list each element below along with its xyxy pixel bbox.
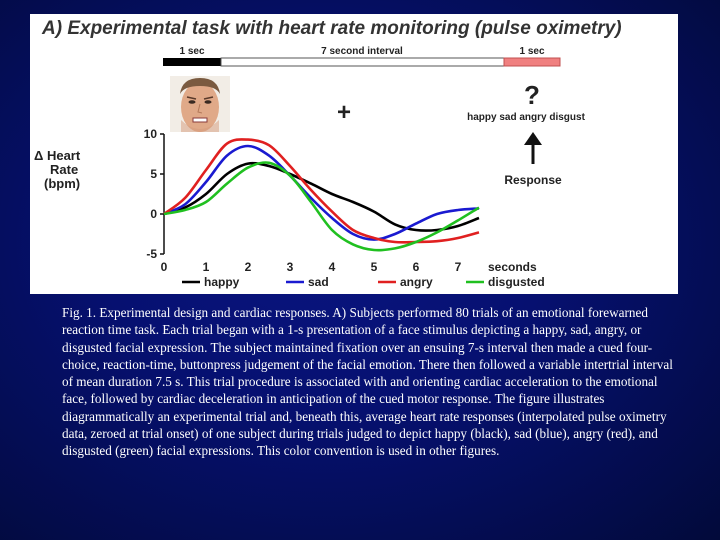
series-line-disgusted — [163, 161, 480, 252]
y-tick-label: 0 — [150, 207, 157, 221]
x-tick-label: 3 — [287, 260, 294, 274]
timeline-interval-segment — [220, 57, 505, 67]
figure-caption: Fig. 1. Experimental design and cardiac … — [62, 305, 673, 459]
y-axis-label-line-1: Δ Heart — [34, 148, 81, 163]
timeline-face-segment — [163, 58, 221, 66]
x-tick-label: 4 — [329, 260, 336, 274]
x-tick-label: 7 — [455, 260, 462, 274]
legend-label-angry: angry — [400, 275, 433, 289]
timeline-response-segment — [503, 57, 561, 67]
emotion-choices: happy sad angry disgust — [467, 112, 585, 123]
y-tick-label: 5 — [150, 167, 157, 181]
y-tick-label: -5 — [146, 247, 157, 261]
y-tick-label: 10 — [144, 127, 158, 141]
fixation-cross: + — [337, 99, 351, 126]
x-tick-label: 6 — [413, 260, 420, 274]
series-line-angry — [163, 138, 480, 244]
x-tick-label: 1 — [203, 260, 210, 274]
question-mark: ? — [524, 80, 540, 110]
x-tick-label: 0 — [161, 260, 168, 274]
series-line-happy — [163, 161, 480, 232]
timeline-label-1: 1 sec — [179, 46, 204, 57]
figure-panel: A) Experimental task with heart rate mon… — [30, 14, 678, 294]
timeline-bar: 1 sec 7 second interval 1 sec — [163, 46, 561, 67]
legend-label-sad: sad — [308, 275, 329, 289]
series-line-sad — [163, 144, 480, 241]
response-label: Response — [504, 173, 562, 187]
figure-title: A) Experimental task with heart rate mon… — [41, 18, 622, 39]
y-axis-label: Δ Heart Rate (bpm) — [34, 148, 81, 191]
timeline-label-2: 7 second interval — [321, 46, 403, 57]
y-axis-label-line-3: (bpm) — [44, 176, 80, 191]
x-tick-label: 5 — [371, 260, 378, 274]
legend-label-disgusted: disgusted — [488, 275, 545, 289]
response-arrow-icon — [524, 132, 542, 164]
legend-label-happy: happy — [204, 275, 240, 289]
x-axis-label: seconds — [488, 260, 537, 274]
figure-svg: A) Experimental task with heart rate mon… — [34, 18, 622, 289]
y-axis-label-line-2: Rate — [50, 162, 78, 177]
x-tick-label: 2 — [245, 260, 252, 274]
face-stimulus-image — [170, 76, 230, 132]
heart-rate-chart: 10 5 0 -5 0 1 2 3 4 5 6 7 seconds happy sad angry disgus… — [144, 127, 545, 289]
timeline-label-3: 1 sec — [519, 46, 544, 57]
